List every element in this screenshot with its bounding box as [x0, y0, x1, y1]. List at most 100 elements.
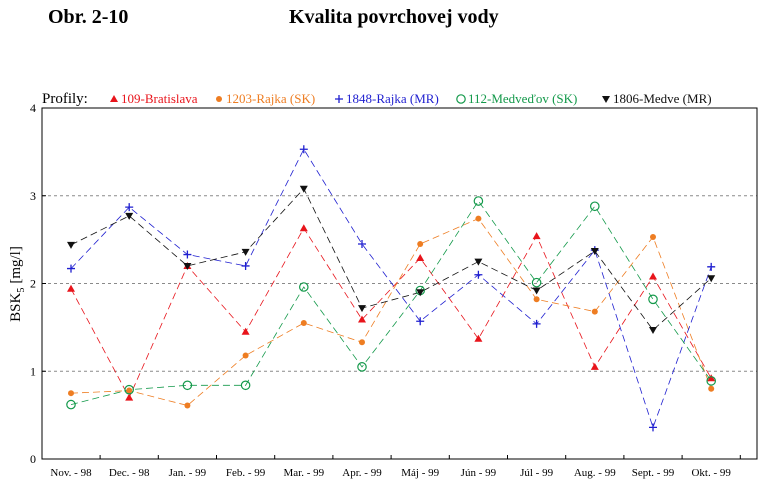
- data-point-1203-rajka-sk: [417, 241, 424, 248]
- x-tick-label: Aug. - 99: [574, 467, 616, 479]
- series-line-112-medve-ov-sk: [70, 200, 712, 405]
- legend-label-109-bratislava: 109-Bratislava: [121, 91, 198, 106]
- legend-marker-1203-rajka-sk: [216, 96, 222, 102]
- legend-marker-1806-medve-mr: [602, 96, 610, 103]
- x-tick-label: Sept. - 99: [632, 467, 675, 479]
- data-point-1848-rajka-mr: [416, 317, 425, 326]
- data-point-112-medve-ov-sk: [66, 399, 76, 410]
- legend-label-1203-rajka-sk: 1203-Rajka (SK): [226, 91, 315, 106]
- data-point-112-medve-ov-sk: [531, 277, 542, 288]
- data-point-1203-rajka-sk: [68, 390, 74, 397]
- data-point-109-bratislava: [67, 284, 75, 292]
- data-point-1806-medve-mr: [241, 248, 250, 256]
- series-lines: [70, 148, 712, 429]
- y-axis-label-subscript: 5: [16, 288, 27, 293]
- data-point-1848-rajka-mr: [532, 319, 541, 328]
- data-point-1848-rajka-mr: [241, 261, 250, 270]
- legend-label-1848-rajka-mr: 1848-Rajka (MR): [346, 91, 439, 106]
- figure-label: Obr. 2-10: [48, 6, 129, 28]
- data-point-1203-rajka-sk: [475, 215, 482, 222]
- data-point-1848-rajka-mr: [707, 262, 716, 271]
- data-point-1806-medve-mr: [474, 258, 483, 266]
- series-line-1203-rajka-sk: [70, 218, 712, 406]
- y-tick-label: 4: [30, 101, 36, 115]
- x-tick-label: Jún - 99: [461, 467, 497, 479]
- legend-marker-112-medve-ov-sk: [456, 94, 466, 104]
- data-point-109-bratislava: [358, 315, 366, 323]
- data-point-112-medve-ov-sk: [124, 384, 134, 395]
- series-line-109-bratislava: [70, 227, 712, 399]
- data-point-112-medve-ov-sk: [298, 282, 309, 292]
- data-point-1806-medve-mr: [299, 185, 308, 193]
- x-tick-label: Júl - 99: [520, 467, 554, 479]
- data-point-109-bratislava: [474, 334, 483, 342]
- data-point-112-medve-ov-sk: [240, 380, 251, 391]
- data-point-112-medve-ov-sk: [648, 294, 658, 305]
- data-point-1848-rajka-mr: [358, 240, 366, 249]
- data-point-1806-medve-mr: [125, 212, 134, 220]
- data-point-1203-rajka-sk: [359, 339, 365, 346]
- data-point-109-bratislava: [590, 362, 599, 370]
- x-tick-label: Feb. - 99: [226, 467, 266, 479]
- y-tick-label: 3: [30, 189, 36, 203]
- data-point-109-bratislava: [649, 272, 657, 280]
- data-point-1806-medve-mr: [183, 262, 192, 270]
- data-point-1848-rajka-mr: [67, 264, 75, 273]
- x-tick-label: Nov. - 98: [50, 467, 92, 479]
- data-point-112-medve-ov-sk: [357, 362, 367, 372]
- data-point-109-bratislava: [707, 374, 716, 382]
- data-point-1203-rajka-sk: [650, 233, 656, 240]
- data-point-1203-rajka-sk: [591, 308, 598, 315]
- data-point-1848-rajka-mr: [125, 203, 134, 212]
- data-point-109-bratislava: [416, 254, 425, 262]
- data-point-109-bratislava: [241, 327, 250, 335]
- y-axis-label-main: BSK: [8, 292, 24, 321]
- data-point-1806-medve-mr: [416, 289, 425, 297]
- legend-marker-1848-rajka-mr: [335, 95, 343, 103]
- data-point-112-medve-ov-sk: [473, 196, 484, 206]
- data-point-1848-rajka-mr: [649, 423, 657, 432]
- data-point-112-medve-ov-sk: [182, 380, 193, 391]
- data-point-1203-rajka-sk: [242, 352, 249, 359]
- y-tick-label: 2: [30, 277, 36, 291]
- x-tick-label: Jan. - 99: [169, 467, 207, 479]
- data-point-109-bratislava: [532, 232, 541, 240]
- x-tick-label: Máj - 99: [401, 467, 439, 479]
- data-point-112-medve-ov-sk: [589, 201, 600, 212]
- data-point-1806-medve-mr: [707, 275, 716, 283]
- figure-title: Kvalita povrchovej vody: [289, 6, 499, 28]
- legend: Profily: 109-Bratislava 1203-Rajka (SK) 184…: [42, 91, 712, 107]
- data-point-1806-medve-mr: [590, 248, 599, 256]
- data-point-1203-rajka-sk: [184, 402, 191, 409]
- legend-label-112-medve-ov-sk: 112-Medveďov (SK): [468, 91, 577, 106]
- data-point-1203-rajka-sk: [126, 387, 133, 394]
- series-line-1806-medve-mr: [70, 187, 712, 331]
- legend-prefix: Profily:: [42, 91, 88, 107]
- axes: 0 1 2 3 4 Nov. - 98 Dec. - 98 Jan. - 99 Feb. - 9…: [30, 101, 741, 479]
- data-point-1848-rajka-mr: [299, 145, 308, 154]
- data-point-1806-medve-mr: [67, 241, 75, 249]
- data-point-1806-medve-mr: [649, 327, 657, 335]
- data-point-1848-rajka-mr: [474, 270, 483, 279]
- y-axis-label: BSK5 [mg/l]: [8, 246, 27, 322]
- y-tick-label: 1: [30, 364, 36, 378]
- x-tick-label: Mar. - 99: [283, 467, 324, 479]
- series-markers: [66, 145, 716, 432]
- grid-lines: [42, 195, 757, 372]
- data-point-1806-medve-mr: [532, 287, 541, 295]
- legend-label-1806-medve-mr: 1806-Medve (MR): [613, 91, 712, 106]
- data-point-1848-rajka-mr: [183, 250, 192, 259]
- x-tick-label: Apr. - 99: [342, 467, 382, 479]
- data-point-109-bratislava: [125, 393, 134, 401]
- data-point-1203-rajka-sk: [533, 296, 540, 303]
- data-point-109-bratislava: [299, 224, 308, 232]
- data-point-1806-medve-mr: [358, 305, 366, 313]
- data-point-1203-rajka-sk: [708, 385, 715, 392]
- x-tick-label: Okt. - 99: [691, 467, 731, 479]
- legend-marker-109-bratislava: [110, 95, 118, 102]
- y-tick-label: 0: [30, 452, 36, 466]
- data-point-1203-rajka-sk: [300, 319, 307, 326]
- y-axis-label-unit: [mg/l]: [8, 246, 24, 284]
